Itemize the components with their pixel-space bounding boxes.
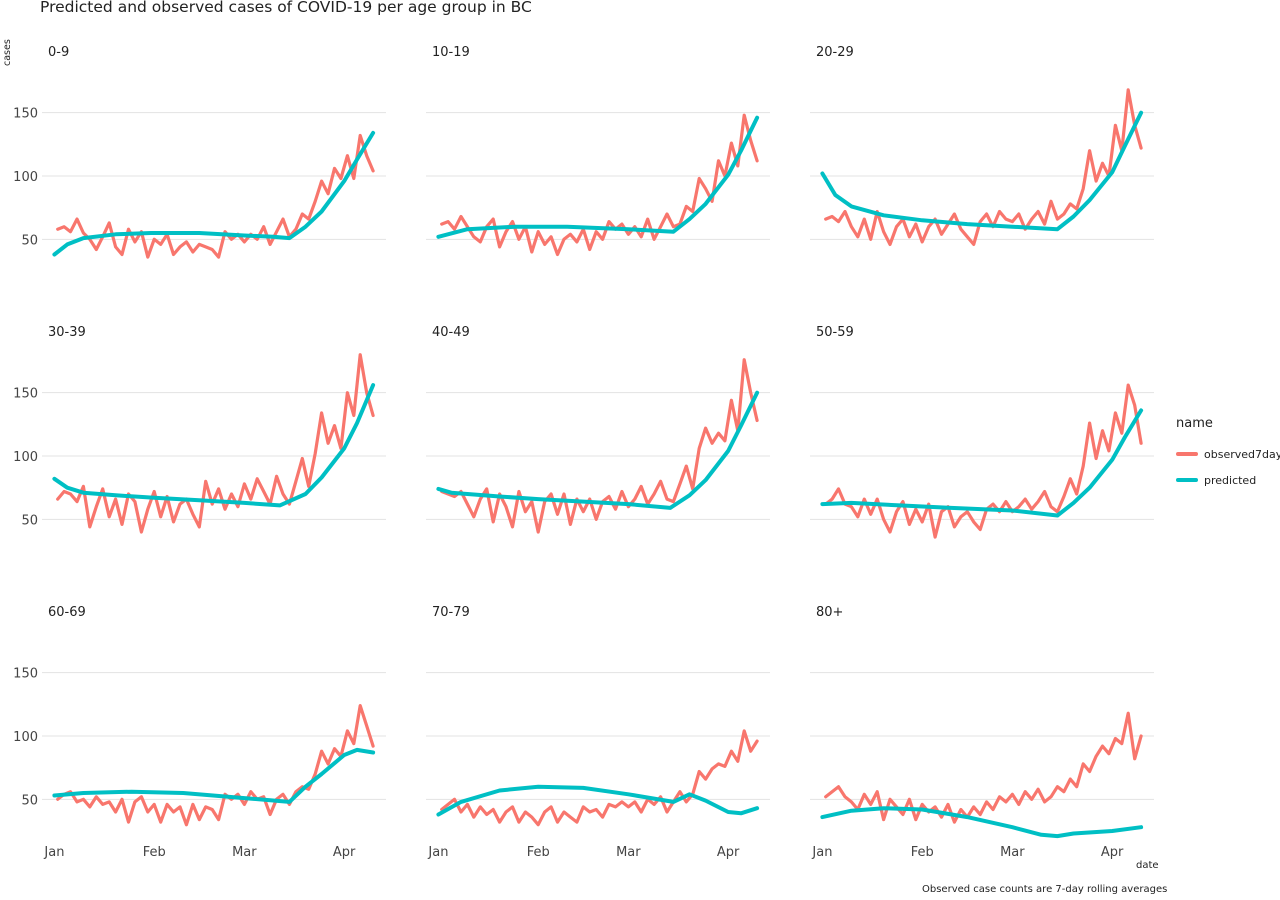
x-tick-label: Mar [232, 845, 257, 860]
panel-0-9: 0-9 50 100 150 [13, 45, 386, 259]
y-tick-label: 100 [13, 730, 38, 745]
panel-label: 70-79 [432, 605, 470, 620]
panel-label: 0-9 [48, 45, 69, 60]
x-tick-label: Jan [427, 845, 448, 860]
y-tick-label: 150 [13, 387, 38, 402]
panel-20-29: 20-29 [810, 45, 1154, 246]
observed-line [440, 358, 759, 534]
panel-80+: 80+ Jan Feb Mar Apr [810, 605, 1154, 860]
panel-label: 30-39 [48, 325, 86, 340]
observed-line [56, 704, 375, 827]
x-tick-label: Jan [811, 845, 832, 860]
observed-line [56, 353, 375, 534]
panel-label: 40-49 [432, 325, 470, 340]
legend-item-predicted: predicted [1176, 467, 1280, 493]
x-tick-label: Feb [527, 845, 550, 860]
y-tick-label: 50 [21, 233, 38, 248]
predicted-line [52, 747, 376, 804]
legend: name observed7day predicted [1176, 416, 1280, 493]
predicted-line [436, 390, 760, 510]
observed-line [440, 729, 759, 827]
legend-label-observed: observed7day [1204, 447, 1280, 461]
predicted-line [52, 383, 376, 508]
x-tick-label: Mar [616, 845, 641, 860]
panel-label: 60-69 [48, 605, 86, 620]
panel-label: 10-19 [432, 45, 470, 60]
chart-caption: Observed case counts are 7-day rolling a… [922, 884, 1168, 895]
y-tick-label: 100 [13, 450, 38, 465]
panel-label: 80+ [816, 605, 843, 620]
x-tick-label: Apr [1101, 845, 1124, 860]
y-tick-label: 50 [21, 513, 38, 528]
legend-key-predicted [1176, 478, 1198, 482]
x-tick-label: Mar [1000, 845, 1025, 860]
panel-60-69: 60-69 50 100 150 Jan Feb Mar Apr [13, 605, 386, 860]
panel-30-39: 30-39 50 100 150 [13, 325, 386, 534]
x-tick-label: Apr [333, 845, 356, 860]
x-tick-label: Jan [43, 845, 64, 860]
predicted-line [52, 130, 376, 257]
panel-50-59: 50-59 [810, 325, 1154, 539]
observed-line [824, 383, 1143, 539]
legend-label-predicted: predicted [1204, 473, 1257, 487]
predicted-line [820, 110, 1144, 232]
observed-line [56, 133, 375, 259]
legend-title: name [1176, 416, 1213, 431]
x-tick-label: Feb [143, 845, 166, 860]
predicted-line [436, 115, 760, 239]
x-axis-label: date [1136, 860, 1159, 871]
legend-key-observed [1176, 452, 1198, 456]
chart-title: Predicted and observed cases of COVID-19… [40, 0, 532, 16]
predicted-line [820, 806, 1144, 839]
observed-line [824, 711, 1143, 824]
predicted-line [436, 784, 760, 817]
legend-item-observed: observed7day [1176, 441, 1280, 467]
panel-label: 50-59 [816, 325, 854, 340]
observed-line [440, 113, 759, 257]
panel-70-79: 70-79 Jan Feb Mar Apr [426, 605, 770, 860]
x-tick-label: Feb [911, 845, 934, 860]
predicted-line [820, 408, 1144, 518]
panel-10-19: 10-19 [426, 45, 770, 257]
panel-label: 20-29 [816, 45, 854, 60]
panel-40-49: 40-49 [426, 325, 770, 534]
y-tick-label: 100 [13, 170, 38, 185]
y-tick-label: 150 [13, 667, 38, 682]
x-tick-label: Apr [717, 845, 740, 860]
y-tick-label: 50 [21, 793, 38, 808]
y-tick-label: 150 [13, 107, 38, 122]
